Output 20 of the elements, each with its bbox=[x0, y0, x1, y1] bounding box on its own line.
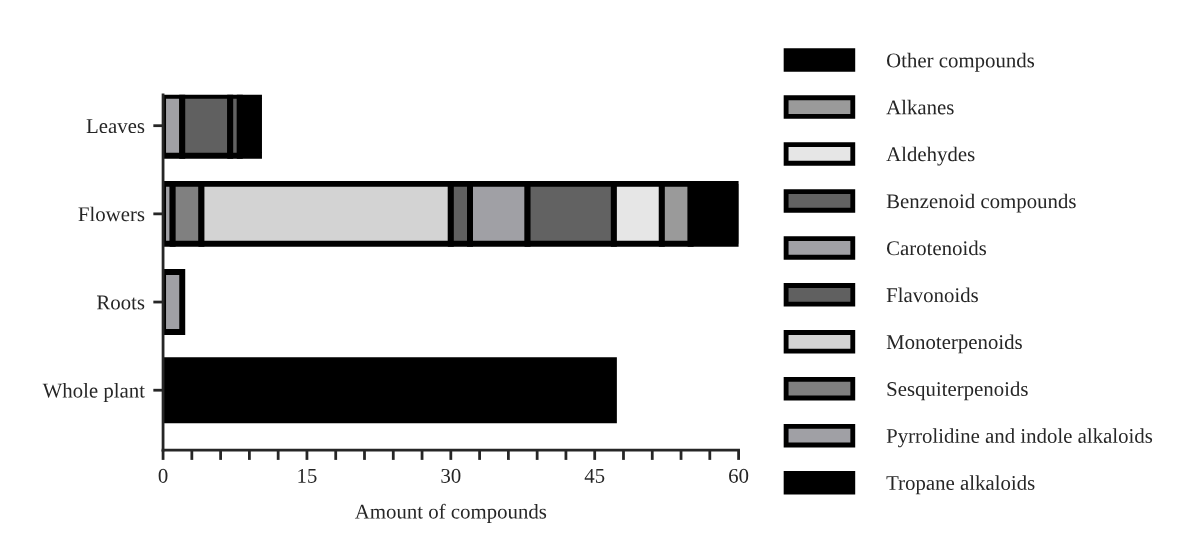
legend-label: Benzenoid compounds bbox=[886, 193, 1076, 213]
legend-label: Flavonoids bbox=[886, 287, 978, 303]
legend-label: Pyrrolidine and indole alkaloids bbox=[886, 428, 1153, 448]
y-tick-label: Roots bbox=[96, 295, 145, 310]
x-tick-label: 45 bbox=[584, 468, 605, 483]
x-axis-title: Amount of compounds bbox=[354, 503, 547, 523]
legend-label: Tropane alkaloids bbox=[886, 475, 1035, 495]
x-tick-label: 15 bbox=[298, 468, 317, 483]
legend-label: Aldehydes bbox=[886, 146, 975, 166]
legend-label: Monoterpenoids bbox=[886, 334, 1022, 354]
legend-label: Alkanes bbox=[886, 99, 954, 115]
legend-label: Other compounds bbox=[886, 52, 1035, 72]
y-tick-label: Whole plant bbox=[42, 382, 145, 402]
x-tick-label: 30 bbox=[441, 468, 461, 483]
x-tick-label: 0 bbox=[158, 468, 168, 483]
legend-label: Carotenoids bbox=[886, 240, 987, 256]
y-tick-label: Flowers bbox=[78, 206, 145, 222]
x-tick-label: 60 bbox=[729, 468, 749, 483]
y-tick-label: Leaves bbox=[86, 119, 145, 134]
legend-label: Sesquiterpenoids bbox=[887, 381, 1028, 401]
